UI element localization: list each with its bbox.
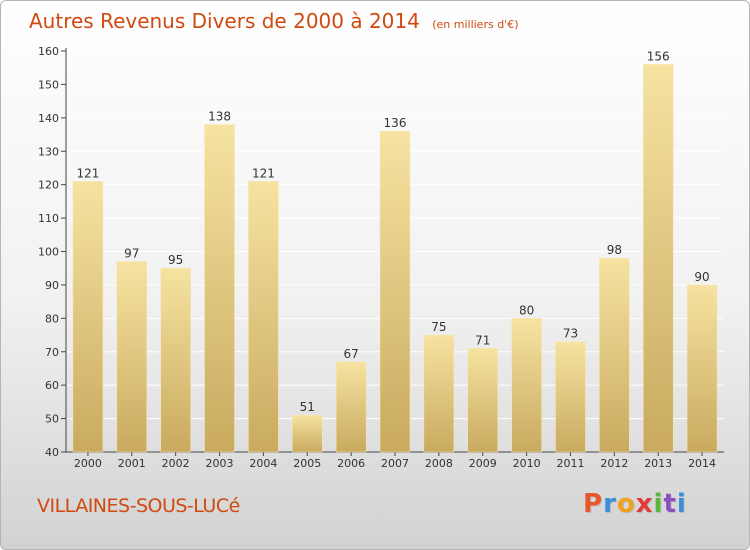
y-tick-label: 140: [38, 112, 59, 125]
chart-title-text: Autres Revenus Divers de 2000 à 2014: [29, 9, 420, 33]
y-tick-label: 120: [38, 179, 59, 192]
labels: 40 50 60 70 80 90 100 110 120 130 140 150 160 121 2000…: [38, 45, 716, 470]
x-tick-label-2009: 2009: [469, 457, 497, 470]
data-label-2012: 98: [607, 243, 622, 257]
bar-2007: [379, 130, 411, 453]
data-label-2008: 75: [431, 320, 446, 334]
bar-2000: [72, 181, 104, 453]
x-tick-label-2002: 2002: [162, 457, 190, 470]
y-tick-label: 150: [38, 78, 59, 91]
brand-letter: o: [616, 489, 636, 519]
bars: [72, 64, 718, 453]
x-tick-label-2003: 2003: [206, 457, 234, 470]
data-label-2006: 67: [343, 347, 358, 361]
brand-letter: P: [583, 489, 604, 519]
data-label-2007: 136: [384, 116, 407, 130]
bar-2012: [599, 257, 630, 453]
brand-letter: i: [676, 489, 687, 519]
data-label-2002: 95: [168, 253, 183, 267]
bar-2001: [116, 261, 148, 453]
y-tick-label: 80: [45, 312, 59, 325]
bar-2006: [335, 361, 367, 453]
data-label-2003: 138: [208, 110, 231, 124]
data-label-2010: 80: [519, 303, 534, 317]
x-tick-label-2006: 2006: [337, 457, 365, 470]
y-tick-label: 50: [45, 413, 59, 426]
x-tick-label-2001: 2001: [118, 457, 146, 470]
data-label-2004: 121: [252, 166, 275, 180]
bar-2003: [204, 124, 235, 453]
bar-2002: [160, 267, 191, 453]
bar-2010: [511, 318, 542, 453]
x-tick-label-2012: 2012: [600, 457, 628, 470]
y-tick-label: 100: [38, 246, 59, 259]
y-tick-label: 130: [38, 145, 59, 158]
data-label-2014: 90: [694, 270, 709, 284]
x-tick-label-2013: 2013: [644, 457, 672, 470]
y-tick-label: 70: [45, 346, 59, 359]
x-tick-label-2010: 2010: [513, 457, 541, 470]
x-tick-label-2007: 2007: [381, 457, 409, 470]
x-tick-label-2008: 2008: [425, 457, 453, 470]
chart-title: Autres Revenus Divers de 2000 à 2014 (en…: [29, 9, 519, 33]
bar-2014: [686, 284, 718, 453]
brand-logo[interactable]: Proxiti: [583, 489, 687, 519]
bar-2009: [467, 348, 498, 453]
brand-letter: r: [603, 489, 617, 519]
y-tick-label: 60: [45, 379, 59, 392]
bar-2005: [292, 414, 323, 453]
x-tick-label-2000: 2000: [74, 457, 102, 470]
x-tick-label-2011: 2011: [556, 457, 584, 470]
bar-2008: [423, 334, 455, 453]
x-tick-label-2005: 2005: [293, 457, 321, 470]
data-label-2013: 156: [647, 49, 670, 63]
data-label-2011: 73: [563, 327, 578, 341]
bar-2013: [642, 64, 674, 453]
data-label-2000: 121: [76, 166, 99, 180]
brand-letter: i: [653, 489, 664, 519]
data-label-2001: 97: [124, 247, 139, 261]
y-tick-label: 110: [38, 212, 59, 225]
y-tick-label: 90: [45, 279, 59, 292]
y-tick-label: 40: [45, 446, 59, 459]
chart-subtitle: (en milliers d'€): [432, 18, 519, 31]
y-tick-label: 160: [38, 45, 59, 58]
bar-2004: [248, 181, 279, 453]
data-label-2005: 51: [300, 400, 315, 414]
x-tick-label-2014: 2014: [688, 457, 716, 470]
commune-name: VILLAINES-SOUS-LUCé: [37, 495, 240, 517]
brand-letter: t: [663, 489, 677, 519]
bar-2011: [555, 341, 586, 453]
brand-letter: x: [635, 489, 654, 519]
x-tick-label-2004: 2004: [249, 457, 277, 470]
data-label-2009: 71: [475, 333, 490, 347]
